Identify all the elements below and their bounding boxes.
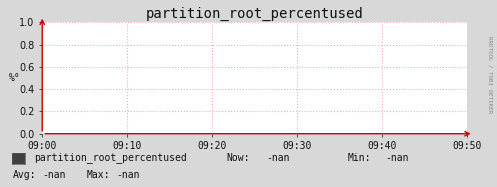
Text: -nan: -nan	[385, 153, 409, 163]
Text: RRDTOOL / TOBI OETIKER: RRDTOOL / TOBI OETIKER	[487, 36, 492, 113]
Text: Min:: Min:	[348, 153, 371, 163]
Text: Avg:: Avg:	[12, 170, 36, 180]
Text: Max:: Max:	[87, 170, 110, 180]
Text: partition_root_percentused: partition_root_percentused	[34, 153, 186, 163]
Text: -nan: -nan	[117, 170, 140, 180]
Text: -nan: -nan	[42, 170, 66, 180]
Text: -nan: -nan	[266, 153, 289, 163]
Y-axis label: %°: %°	[9, 73, 21, 83]
Title: partition_root_percentused: partition_root_percentused	[146, 7, 364, 22]
Text: Now:: Now:	[226, 153, 249, 163]
